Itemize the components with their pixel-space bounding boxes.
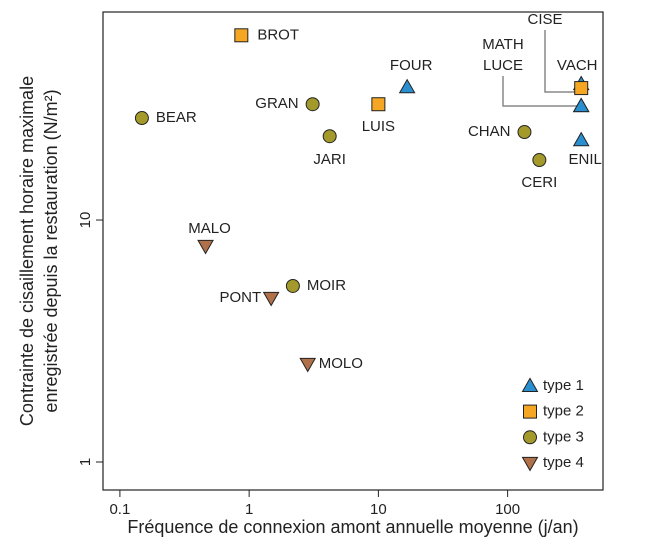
point-label: VACH [557, 57, 598, 74]
y-axis-label: enregistrée depuis la restauration (N/m²… [41, 89, 61, 412]
point [305, 97, 320, 112]
y-tick-label: 1 [77, 458, 94, 466]
point-label: JARI [313, 151, 346, 168]
point [572, 131, 590, 147]
legend-marker [521, 456, 539, 472]
point [574, 81, 589, 96]
point [285, 278, 300, 293]
point-label: LUCE [483, 57, 523, 74]
leader-line [502, 76, 578, 107]
point [299, 357, 317, 373]
leader-line [544, 30, 578, 93]
point-label: FOUR [390, 57, 433, 74]
point [322, 129, 337, 144]
point [234, 28, 249, 43]
x-tick-label: 0.1 [109, 501, 130, 518]
y-tick-label: 10 [77, 212, 94, 229]
point-label: BROT [257, 26, 299, 43]
x-axis-label: Fréquence de connexion amont annuelle mo… [127, 517, 578, 537]
legend-label: type 1 [543, 377, 584, 394]
point [371, 97, 386, 112]
x-tick-label: 100 [495, 501, 520, 518]
legend-label: type 3 [543, 428, 584, 445]
point [532, 153, 547, 168]
x-tick-label: 1 [245, 501, 253, 518]
point-label: BEAR [156, 109, 197, 126]
point [398, 78, 416, 94]
point-label: ENIL [569, 151, 602, 168]
y-axis-label: Contrainte de cisaillement horaire maxim… [17, 76, 37, 426]
point-label: MOLO [319, 355, 363, 372]
point [517, 125, 532, 140]
point [262, 291, 280, 307]
point-label: MATH [482, 36, 523, 53]
legend-label: type 4 [543, 454, 584, 471]
point-label: CERI [521, 174, 557, 191]
point-label: GRAN [255, 95, 298, 112]
x-tick-label: 10 [370, 501, 387, 518]
point-label: LUIS [362, 118, 395, 135]
point-label: CHAN [468, 123, 511, 140]
point-label: MOIR [307, 277, 346, 294]
point [197, 239, 214, 255]
point-label: CISE [527, 11, 562, 28]
point-label: PONT [219, 289, 261, 306]
point [572, 97, 590, 113]
legend-marker [521, 377, 539, 393]
legend-label: type 2 [543, 403, 584, 420]
plot-frame [102, 11, 604, 491]
legend-marker [523, 430, 537, 445]
point-label: MALO [188, 220, 231, 237]
legend-marker [523, 404, 537, 419]
point [134, 111, 149, 126]
